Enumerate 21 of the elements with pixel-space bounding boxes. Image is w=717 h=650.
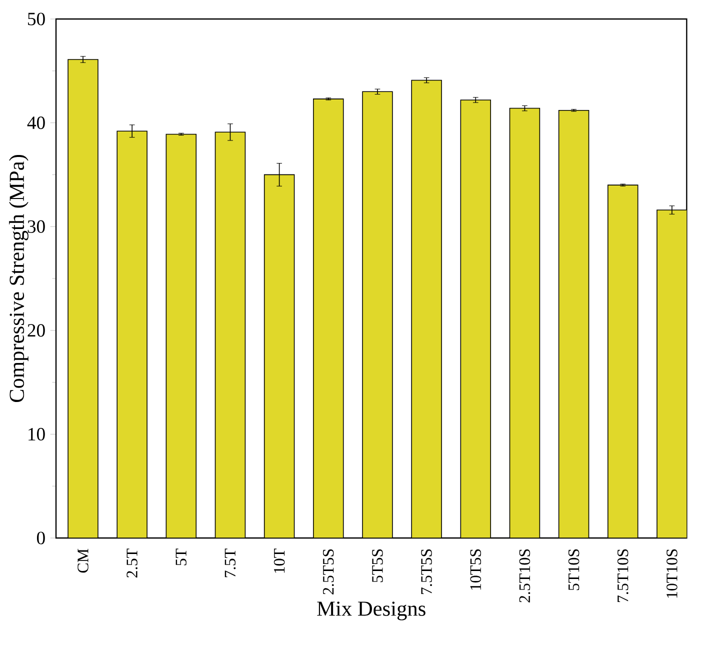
x-tick-label: 5T5S bbox=[372, 549, 383, 582]
x-axis-title: Mix Designs bbox=[317, 602, 426, 620]
y-axis-title: Compressive Strength (MPa) bbox=[9, 154, 28, 402]
x-tick-label: 2.5T10S bbox=[519, 549, 530, 602]
y-tick-label: 10 bbox=[28, 428, 45, 441]
x-tick-label: 5T10S bbox=[568, 549, 580, 590]
x-tick-label: 2.5T5S bbox=[322, 549, 334, 594]
x-tick-label: 2.5T bbox=[126, 548, 138, 578]
x-tick-label: 10T bbox=[274, 548, 285, 573]
x-tick-label: 7.5T5S bbox=[421, 549, 432, 594]
x-tick-label: CM bbox=[78, 548, 88, 573]
x-tick-label: 7.5T bbox=[224, 548, 236, 578]
x-tick-label: 10T5S bbox=[470, 549, 482, 590]
y-tick-label: 50 bbox=[28, 12, 45, 26]
x-tick-label: 10T10S bbox=[666, 549, 678, 598]
y-tick-label: 0 bbox=[36, 532, 45, 544]
x-tick-label: 7.5T10S bbox=[617, 549, 628, 602]
y-tick-label: 30 bbox=[28, 220, 45, 233]
y-tick-label: 40 bbox=[27, 116, 45, 130]
y-tick-label: 20 bbox=[28, 324, 45, 337]
x-tick-label: 5T bbox=[176, 548, 186, 566]
